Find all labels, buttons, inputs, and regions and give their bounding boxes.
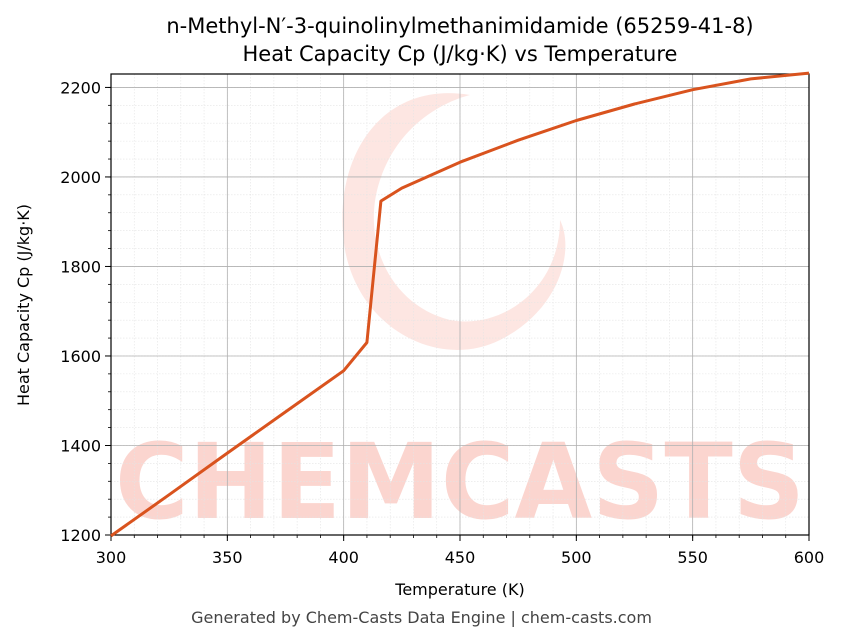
chart-title: n-Methyl-N′-3-quinolinylmethanimidamide … (166, 14, 753, 38)
x-tick-label: 300 (96, 548, 127, 567)
footer-credit: Generated by Chem-Casts Data Engine | ch… (191, 608, 652, 627)
x-tick-label: 450 (445, 548, 476, 567)
y-tick-label: 1200 (60, 526, 101, 545)
x-tick-label: 550 (677, 548, 708, 567)
watermark-swirl (342, 93, 566, 350)
y-axis-label: Heat Capacity Cp (J/kg·K) (14, 204, 33, 406)
y-tick-label: 2000 (60, 168, 101, 187)
chemcasts-watermark (342, 93, 566, 350)
series-line-heat-capacity (110, 71, 810, 538)
chart-subtitle: Heat Capacity Cp (J/kg·K) vs Temperature (243, 42, 678, 66)
x-tick-label: 600 (794, 548, 825, 567)
y-tick-label: 1400 (60, 436, 101, 455)
x-tick-label: 500 (561, 548, 592, 567)
x-tick-label: 400 (328, 548, 359, 567)
tick-labels: 300 350 400 450 500 550 600 1200 1400 1600 1800 200… (60, 78, 824, 567)
x-tick-label: 350 (212, 548, 243, 567)
y-tick-label: 2200 (60, 78, 101, 97)
x-axis-label: Temperature (K) (394, 580, 524, 599)
axis-ticks (105, 86, 810, 541)
y-tick-label: 1800 (60, 257, 101, 276)
y-tick-label: 1600 (60, 347, 101, 366)
